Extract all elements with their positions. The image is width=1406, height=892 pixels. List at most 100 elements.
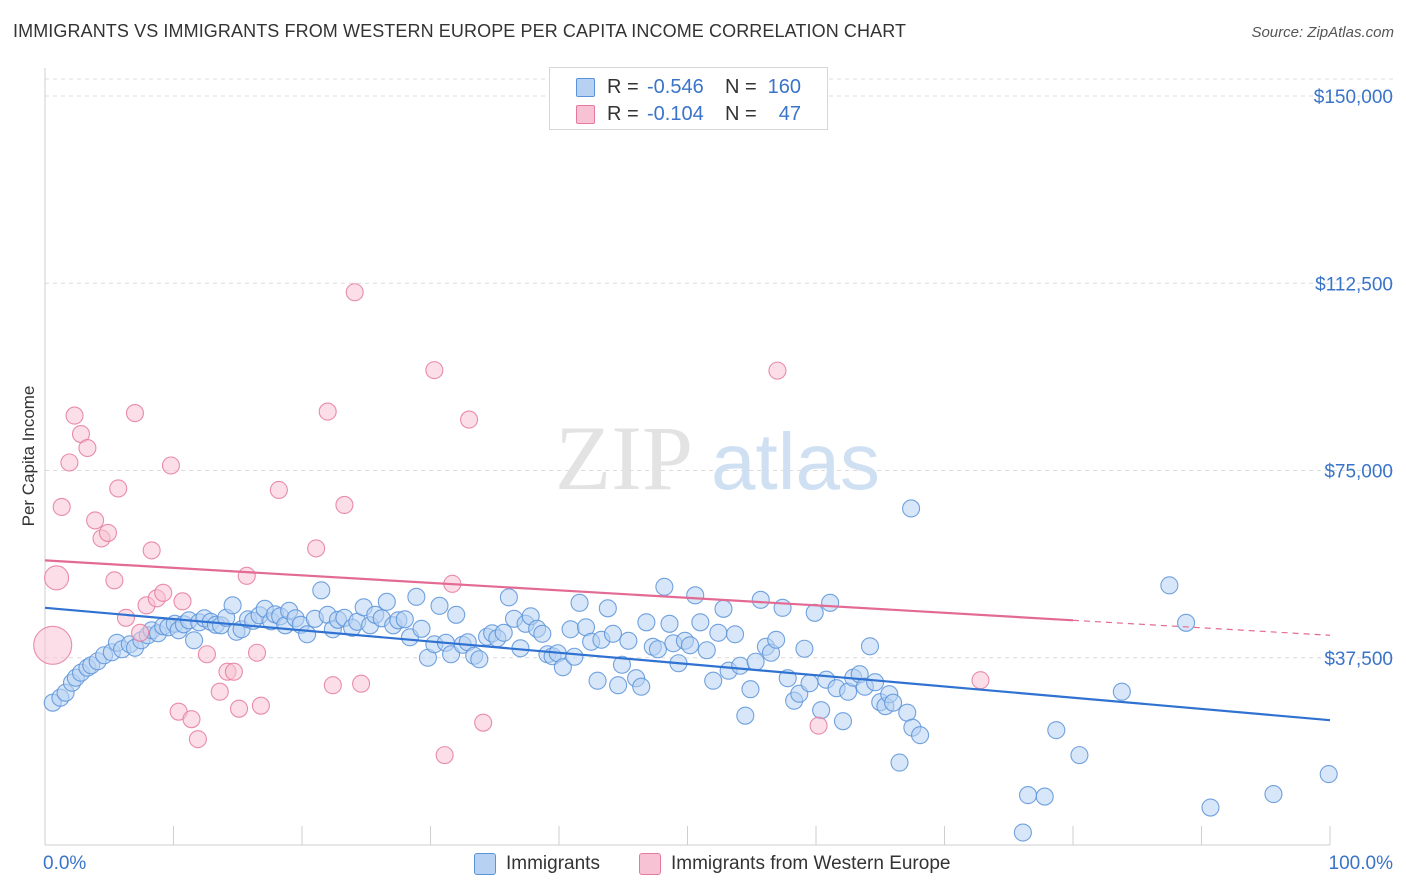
point-immigrants (223, 596, 242, 615)
trend-lines (44, 559, 1331, 722)
point-immigrants (395, 610, 414, 629)
y-tick-label: $112,500 (1315, 274, 1393, 295)
point-western-europe (435, 746, 454, 765)
bottom-legend-immigrants: Immigrants (474, 851, 600, 877)
point-western-europe (65, 406, 84, 425)
bottom-legend-label: Immigrants (506, 853, 600, 874)
y-tick-label: $150,000 (1314, 87, 1393, 108)
bottom-legend-western-europe: Immigrants from Western Europe (639, 851, 950, 877)
point-immigrants (412, 619, 431, 638)
point-immigrants (860, 637, 880, 656)
x-tick-label: 0.0% (43, 853, 86, 874)
point-immigrants (725, 625, 745, 644)
point-western-europe (86, 511, 105, 530)
point-western-europe (224, 662, 243, 681)
point-western-europe (60, 453, 79, 472)
point-western-europe (459, 410, 479, 429)
point-immigrants (1112, 682, 1131, 701)
point-western-europe (197, 645, 216, 664)
point-immigrants (561, 620, 580, 639)
point-immigrants (494, 623, 513, 642)
point-immigrants (598, 599, 617, 618)
legend-r-value: -0.546 (647, 75, 704, 98)
point-western-europe (345, 283, 364, 302)
point-immigrants (751, 590, 770, 609)
point-immigrants (470, 650, 489, 669)
legend-row-western-europe: R = -0.104 N = 47 (576, 101, 801, 127)
point-immigrants (185, 631, 204, 650)
point-immigrants (447, 605, 466, 624)
legend-r-label: R = (607, 75, 639, 98)
point-immigrants (866, 673, 885, 692)
watermark-zip: ZIP (555, 407, 693, 509)
point-immigrants (1035, 787, 1054, 806)
point-western-europe (182, 710, 201, 729)
point-western-europe (52, 497, 71, 517)
point-immigrants (812, 701, 831, 720)
point-immigrants (805, 603, 824, 622)
point-immigrants (884, 693, 903, 712)
point-immigrants (731, 656, 750, 675)
point-immigrants (833, 712, 853, 731)
point-western-europe (173, 592, 192, 611)
point-immigrants (736, 706, 755, 725)
point-western-europe (161, 456, 180, 475)
point-immigrants (637, 613, 656, 632)
point-immigrants (773, 598, 792, 617)
point-immigrants (821, 593, 840, 612)
point-western-europe (142, 541, 161, 560)
point-western-europe (131, 623, 150, 642)
point-western-europe (78, 438, 97, 458)
trend-line-western-europe-extension (1072, 619, 1331, 636)
point-western-europe (125, 404, 144, 423)
point-western-europe (247, 643, 267, 662)
point-western-europe (251, 696, 270, 715)
point-immigrants (603, 624, 623, 643)
point-western-europe (352, 674, 371, 693)
point-immigrants (714, 599, 733, 618)
series-western-europe (33, 283, 990, 765)
point-immigrants (890, 753, 909, 772)
point-immigrants (612, 655, 632, 674)
point-immigrants (1070, 746, 1089, 765)
point-immigrants (1013, 823, 1032, 842)
point-immigrants (565, 647, 584, 666)
legend-row-immigrants: R = -0.546 N = 160 (576, 74, 801, 100)
point-immigrants (741, 680, 760, 699)
point-western-europe (116, 608, 136, 627)
legend-n-value: 47 (778, 102, 801, 125)
point-immigrants (655, 577, 674, 596)
point-immigrants (407, 587, 426, 606)
point-western-europe (971, 671, 990, 690)
point-immigrants (609, 676, 628, 695)
point-immigrants (430, 596, 449, 615)
trend-line-western-europe (44, 559, 1074, 622)
point-immigrants (1319, 765, 1338, 784)
point-immigrants (746, 652, 765, 671)
point-western-europe (768, 361, 787, 380)
point-immigrants (898, 703, 917, 722)
bottom-legend-swatch-western-europe (639, 853, 661, 875)
point-immigrants (767, 630, 786, 649)
point-immigrants (1201, 798, 1220, 817)
point-immigrants (1018, 786, 1038, 805)
point-immigrants (691, 613, 710, 632)
point-western-europe (229, 699, 249, 718)
point-western-europe (188, 730, 207, 749)
point-immigrants (686, 586, 705, 605)
point-immigrants (1047, 721, 1066, 740)
point-immigrants (681, 636, 700, 655)
legend-r-label: R = (607, 102, 639, 125)
point-immigrants (795, 639, 814, 658)
chart-title: IMMIGRANTS VS IMMIGRANTS FROM WESTERN EU… (13, 21, 907, 41)
point-western-europe (33, 625, 73, 665)
point-western-europe (109, 479, 128, 498)
point-immigrants (1160, 576, 1179, 595)
source-label: Source: ZipAtlas.com (1251, 24, 1394, 41)
legend-r-value: -0.104 (647, 102, 704, 125)
point-immigrants (911, 726, 930, 745)
point-immigrants (800, 674, 819, 693)
point-western-europe (105, 571, 124, 590)
point-immigrants (632, 677, 651, 696)
